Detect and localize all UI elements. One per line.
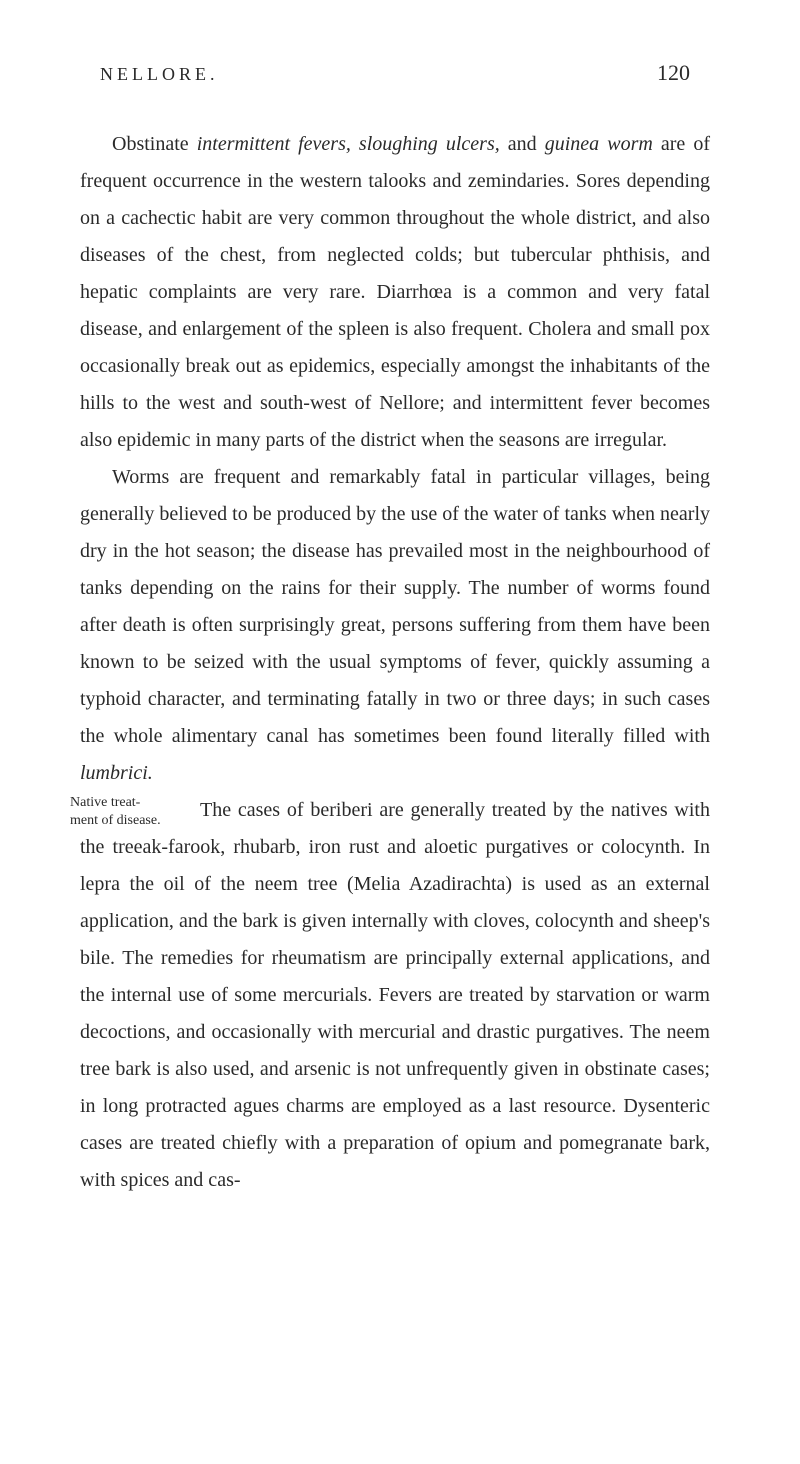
paragraph-1-wrap: Obstinate intermittent fevers, sloughing… bbox=[80, 126, 710, 459]
page-number: 120 bbox=[657, 60, 690, 86]
p1-italic-2: guinea worm bbox=[545, 133, 653, 155]
paragraph-2: Worms are frequent and remarkably fatal … bbox=[80, 459, 710, 792]
page-header: NELLORE. 120 bbox=[80, 60, 710, 86]
p1-italic-1: intermittent fevers, sloughing ulcers, bbox=[197, 133, 500, 155]
margin-note: Native treat- ment of disease. bbox=[70, 794, 180, 830]
p1-text-pre: Obstinate bbox=[112, 133, 197, 155]
paragraph-3: The cases of beriberi are generally trea… bbox=[80, 792, 710, 1199]
p2-italic-1: lumbrici. bbox=[80, 762, 153, 784]
running-title: NELLORE. bbox=[100, 64, 218, 85]
p1-text-mid1: and bbox=[500, 133, 545, 155]
p2-text-pre: Worms are frequent and remarkably fatal … bbox=[80, 466, 710, 747]
margin-note-line2: ment of disease. bbox=[70, 813, 161, 828]
p1-text-rest: are of frequent occurrence in the wester… bbox=[80, 133, 710, 451]
paragraph-2-wrap: Worms are frequent and remarkably fatal … bbox=[80, 459, 710, 792]
paragraph-1: Obstinate intermittent fevers, sloughing… bbox=[80, 126, 710, 459]
margin-note-line1: Native treat- bbox=[70, 795, 140, 810]
paragraph-3-wrap: Native treat- ment of disease. The cases… bbox=[80, 792, 710, 1199]
